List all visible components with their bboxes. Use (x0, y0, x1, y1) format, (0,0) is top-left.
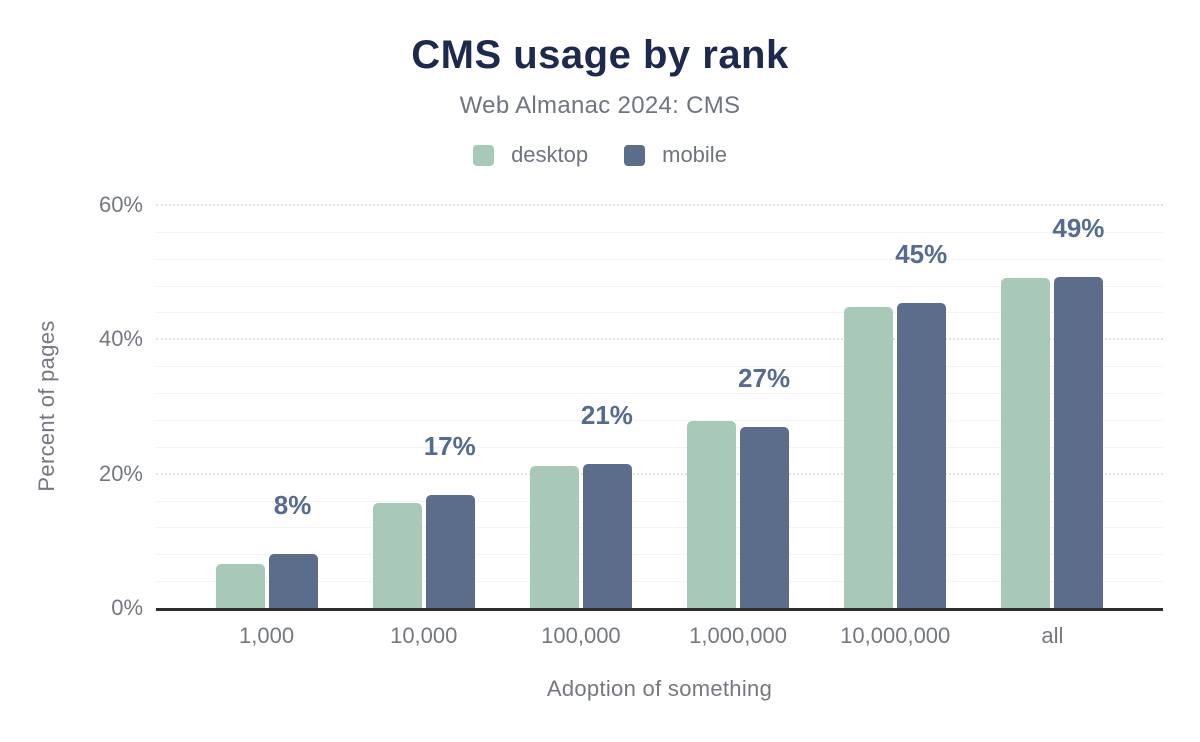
plot-area: 0% 20% 40% 60% 8% 1,000 17% 10,000 21% 100,000 27%… (99, 192, 1163, 648)
bar-mobile (740, 426, 790, 608)
bar-group: 21% (502, 205, 659, 608)
bar-mobile (425, 494, 475, 608)
bar-desktop (687, 421, 737, 608)
legend-label-desktop: desktop (511, 142, 589, 167)
x-tick-label: all (1041, 623, 1064, 648)
y-tick-label: 40% (98, 326, 143, 352)
legend: desktop mobile (0, 142, 1200, 168)
bar-group: 8% (188, 205, 345, 608)
bar-desktop (844, 307, 894, 608)
bar-value-label: 27% (738, 362, 791, 393)
chart-title: CMS usage by rank (411, 33, 789, 77)
bar-mobile (1054, 276, 1104, 608)
legend-item-desktop: desktop (473, 142, 588, 168)
chart-subtitle: Web Almanac 2024: CMS (459, 92, 741, 119)
desktop-swatch-icon (473, 144, 495, 166)
bar-group: 49% (974, 205, 1131, 608)
bar-group: 27% (660, 205, 817, 608)
bar-value-label: 49% (1052, 212, 1105, 243)
y-tick-label: 60% (98, 192, 143, 217)
x-axis-title: Adoption of something (546, 676, 773, 701)
x-tick-label: 10,000,000 (840, 623, 951, 648)
bar-value-label: 17% (423, 430, 476, 461)
bar-value-label: 45% (895, 239, 948, 270)
y-axis-title: Percent of pages (34, 320, 59, 492)
x-tick-label: 10,000 (390, 623, 458, 648)
bar-mobile (582, 463, 632, 608)
x-tick-label: 100,000 (541, 623, 621, 648)
bar-mobile (268, 554, 318, 608)
bar-mobile (897, 303, 947, 608)
bar-value-label: 21% (580, 399, 633, 430)
bar-desktop (529, 465, 579, 608)
y-tick-label: 0% (111, 595, 143, 620)
bar-group: 45% (817, 205, 974, 608)
x-tick-label: 1,000,000 (689, 623, 788, 648)
bar-desktop (372, 503, 422, 608)
bar-desktop (215, 564, 265, 608)
bar-desktop (1001, 277, 1051, 608)
bar-value-label: 8% (273, 490, 312, 521)
bar-group: 17% (345, 205, 502, 608)
y-tick-label: 20% (98, 460, 143, 486)
legend-label-mobile: mobile (662, 142, 727, 167)
legend-item-mobile: mobile (624, 142, 727, 168)
mobile-swatch-icon (624, 144, 646, 166)
x-tick-label: 1,000 (239, 623, 295, 648)
